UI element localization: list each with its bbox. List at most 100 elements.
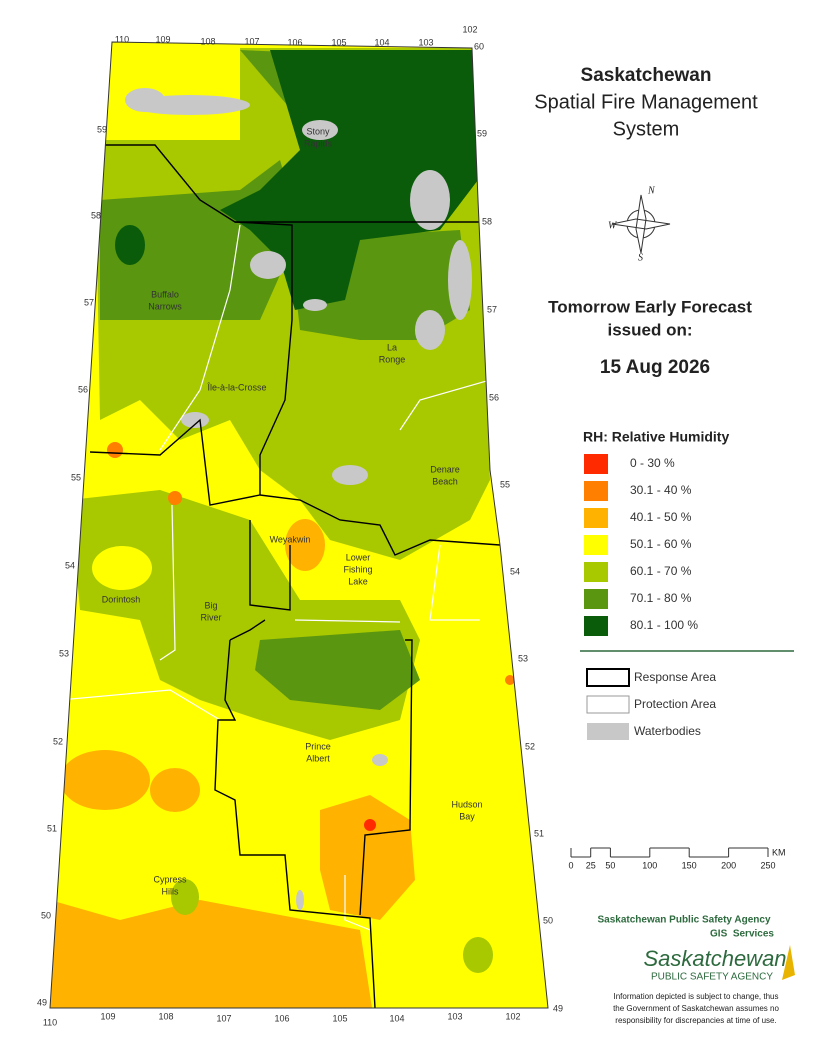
logo-mark xyxy=(782,945,795,980)
coordinate-label: 55 xyxy=(500,479,510,489)
scale-label: 50 xyxy=(605,860,615,870)
forecast-date: 15 Aug 2026 xyxy=(600,357,710,378)
coordinate-label: 105 xyxy=(332,1013,347,1023)
coordinate-label: 108 xyxy=(158,1011,173,1021)
rh-area xyxy=(320,795,415,920)
place-label: Rapids xyxy=(304,138,333,148)
coordinate-label: 49 xyxy=(553,1003,563,1013)
place-label: River xyxy=(200,612,221,622)
coordinate-label: 109 xyxy=(155,34,170,44)
coordinate-label: 50 xyxy=(41,910,51,920)
legend-swatch xyxy=(587,723,629,740)
coordinate-label: 110 xyxy=(43,1017,57,1027)
coordinate-label: 106 xyxy=(287,37,302,47)
place-label: Fishing xyxy=(343,564,372,574)
legend-title: RH: Relative Humidity xyxy=(583,429,729,445)
place-label: Buffalo xyxy=(151,289,179,299)
legend-swatch xyxy=(586,668,630,687)
legend-label: 70.1 - 80 % xyxy=(630,591,692,605)
protection-area xyxy=(59,224,491,931)
coordinate-label: 104 xyxy=(389,1013,404,1023)
rh-area xyxy=(115,225,145,265)
legend-swatch xyxy=(584,535,608,555)
legend: 0 - 30 % 30.1 - 40 % 40.1 - 50 % 50.1 - 60 … xyxy=(584,454,698,636)
place-label: Stony xyxy=(306,126,330,136)
place-label: Albert xyxy=(306,753,330,763)
scale-label: 100 xyxy=(642,860,657,870)
compass-letter: W xyxy=(608,220,618,231)
place-label: La xyxy=(387,342,397,352)
waterbodies xyxy=(125,88,472,910)
coordinate-label: 52 xyxy=(525,741,535,751)
rh-area xyxy=(150,768,200,812)
legend-label: 40.1 - 50 % xyxy=(630,510,692,524)
legend-label: Response Area xyxy=(634,670,716,684)
coordinate-label: 58 xyxy=(91,210,101,220)
compass xyxy=(611,194,671,254)
coordinate-label: 105 xyxy=(331,37,346,47)
rh-area xyxy=(60,750,150,810)
compass-letter: N xyxy=(647,185,656,196)
legend-swatch xyxy=(584,454,608,474)
disclaimer: the Government of Saskatchewan assumes n… xyxy=(613,1004,779,1013)
coordinate-label: 108 xyxy=(200,36,215,46)
scale-label: 200 xyxy=(721,860,736,870)
coordinate-label: 102 xyxy=(462,24,477,34)
disclaimer: Information depicted is subject to chang… xyxy=(614,992,779,1001)
coordinate-label: 56 xyxy=(78,384,88,394)
place-label: Big xyxy=(204,600,217,610)
place-label: Lake xyxy=(348,576,368,586)
response-area xyxy=(89,144,501,1008)
legend-label: 60.1 - 70 % xyxy=(630,564,692,578)
rh-area xyxy=(171,879,199,915)
title: Spatial Fire Management xyxy=(534,91,758,113)
scale-label: 150 xyxy=(682,860,697,870)
coordinate-label: 57 xyxy=(84,297,94,307)
legend-swatch xyxy=(584,481,608,501)
place-label: Dorintosh xyxy=(102,594,141,604)
legend-label: 80.1 - 100 % xyxy=(630,618,698,632)
coordinate-label: 49 xyxy=(37,997,47,1007)
legend-label: Waterbodies xyxy=(634,724,701,738)
coordinate-label: 103 xyxy=(447,1011,462,1021)
legend-swatch xyxy=(584,589,608,609)
place-label: Île-à-la-Crosse xyxy=(206,382,266,392)
coordinate-label: 106 xyxy=(274,1013,289,1023)
coordinate-label: 59 xyxy=(477,128,487,138)
legend-swatch xyxy=(584,508,608,528)
place-label: Lower xyxy=(346,552,371,562)
scale-label: 250 xyxy=(760,860,775,870)
coordinate-label: 110 xyxy=(115,34,129,44)
scale-label: 0 xyxy=(568,860,573,870)
place-label: Beach xyxy=(432,476,458,486)
coordinate-label: 60 xyxy=(474,41,484,51)
rh-area xyxy=(364,819,376,831)
coordinate-label: 107 xyxy=(244,36,259,46)
legend-label: 0 - 30 % xyxy=(630,456,675,470)
coordinate-label: 54 xyxy=(65,560,75,570)
rh-area xyxy=(285,519,325,571)
place-label: Prince xyxy=(305,741,331,751)
coordinate-label: 53 xyxy=(518,653,528,663)
province-outline xyxy=(49,41,549,1009)
map-fill xyxy=(50,42,548,1008)
scale-unit: KM xyxy=(772,847,786,857)
rh-area xyxy=(107,442,123,458)
legend-swatch xyxy=(584,616,608,636)
legend-label: 50.1 - 60 % xyxy=(630,537,692,551)
place-label: Hudson xyxy=(451,799,482,809)
rh-area xyxy=(220,50,478,310)
credit: GIS Services xyxy=(710,929,774,940)
logo-text: PUBLIC SAFETY AGENCY xyxy=(651,972,773,983)
place-label: Cypress xyxy=(153,874,187,884)
title: System xyxy=(613,118,680,140)
coordinate-label: 56 xyxy=(489,392,499,402)
scale-label: 25 xyxy=(586,860,596,870)
rh-area xyxy=(92,546,152,590)
rh-area xyxy=(168,491,182,505)
coordinate-label: 55 xyxy=(71,472,81,482)
coordinate-label: 52 xyxy=(53,736,63,746)
coordinate-label: 51 xyxy=(534,828,544,838)
